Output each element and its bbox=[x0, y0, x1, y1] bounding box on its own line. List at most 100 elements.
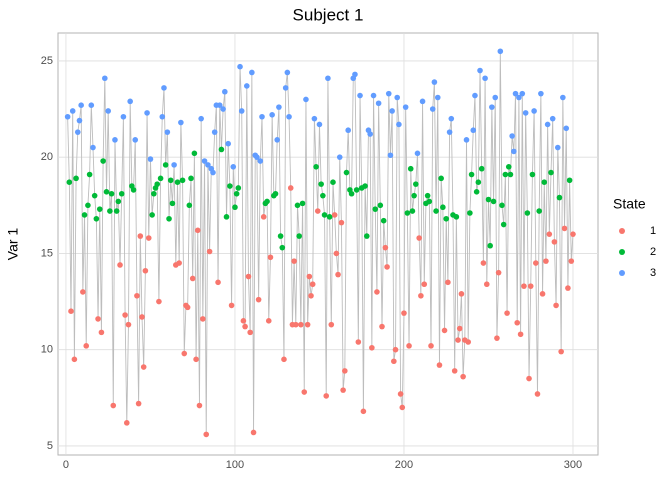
point bbox=[345, 127, 351, 134]
point bbox=[512, 90, 519, 97]
point bbox=[174, 179, 181, 186]
point bbox=[254, 154, 260, 160]
point bbox=[210, 169, 216, 176]
point bbox=[293, 321, 299, 328]
point bbox=[568, 258, 575, 264]
point bbox=[255, 296, 262, 303]
legend-label: 1 bbox=[650, 225, 656, 237]
point bbox=[436, 362, 443, 368]
point bbox=[399, 404, 406, 411]
point bbox=[397, 391, 404, 397]
point bbox=[188, 175, 194, 182]
point bbox=[494, 335, 500, 341]
point bbox=[328, 321, 335, 328]
point bbox=[88, 102, 95, 108]
point bbox=[514, 319, 521, 326]
point bbox=[127, 98, 133, 105]
point bbox=[320, 192, 326, 199]
point bbox=[401, 310, 407, 316]
point bbox=[453, 214, 460, 220]
point bbox=[477, 67, 483, 74]
point bbox=[428, 343, 434, 349]
point bbox=[396, 121, 402, 128]
point bbox=[451, 368, 458, 374]
point bbox=[502, 171, 509, 178]
point bbox=[318, 181, 324, 187]
point bbox=[107, 208, 113, 214]
point bbox=[558, 348, 564, 355]
point bbox=[76, 117, 83, 124]
point bbox=[534, 391, 541, 397]
y-tick-label: 10 bbox=[41, 344, 53, 356]
point bbox=[100, 158, 106, 164]
point bbox=[306, 273, 313, 280]
point bbox=[413, 181, 419, 187]
point bbox=[139, 314, 145, 320]
point bbox=[463, 137, 470, 143]
x-tick-label: 200 bbox=[395, 459, 413, 471]
point bbox=[235, 185, 242, 191]
point bbox=[470, 127, 477, 134]
point bbox=[294, 202, 301, 209]
point bbox=[526, 375, 532, 382]
point bbox=[343, 169, 350, 176]
point bbox=[286, 113, 292, 120]
point bbox=[492, 94, 499, 101]
point bbox=[497, 48, 504, 55]
point bbox=[178, 119, 184, 126]
point bbox=[64, 113, 71, 120]
point bbox=[98, 329, 105, 336]
point bbox=[249, 69, 255, 76]
point bbox=[446, 129, 453, 135]
legend-title: State bbox=[613, 196, 646, 212]
point bbox=[233, 190, 240, 197]
point bbox=[500, 221, 507, 228]
point bbox=[360, 408, 367, 415]
point bbox=[284, 69, 291, 76]
point bbox=[538, 90, 544, 97]
point bbox=[91, 192, 98, 199]
point bbox=[198, 115, 204, 122]
point bbox=[279, 244, 286, 251]
point bbox=[505, 164, 512, 170]
point bbox=[527, 283, 534, 289]
point bbox=[543, 258, 549, 264]
point bbox=[382, 244, 389, 251]
point bbox=[338, 219, 345, 226]
point bbox=[269, 112, 275, 118]
point bbox=[184, 304, 191, 311]
point bbox=[426, 198, 433, 205]
point bbox=[374, 289, 380, 295]
point bbox=[511, 148, 517, 155]
point bbox=[473, 189, 480, 195]
point bbox=[556, 194, 563, 201]
point bbox=[115, 198, 122, 205]
point bbox=[357, 92, 363, 99]
point bbox=[440, 204, 446, 211]
point bbox=[149, 212, 155, 218]
point bbox=[145, 235, 152, 241]
point bbox=[299, 200, 306, 207]
point bbox=[154, 181, 161, 187]
legend-swatch bbox=[619, 270, 625, 276]
point bbox=[161, 85, 167, 91]
point bbox=[238, 108, 245, 114]
point bbox=[504, 310, 510, 316]
legend-swatch bbox=[619, 228, 625, 234]
point bbox=[362, 183, 368, 189]
point bbox=[230, 164, 237, 170]
point bbox=[379, 323, 385, 330]
point bbox=[524, 210, 531, 216]
point bbox=[311, 115, 318, 122]
point bbox=[478, 165, 485, 172]
point bbox=[68, 308, 74, 314]
point bbox=[282, 85, 289, 91]
point bbox=[445, 279, 451, 286]
point bbox=[541, 179, 548, 186]
point bbox=[112, 137, 118, 143]
point bbox=[181, 350, 188, 357]
point bbox=[529, 171, 536, 178]
x-tick-label: 300 bbox=[564, 459, 582, 471]
point bbox=[301, 389, 308, 395]
point bbox=[196, 402, 203, 409]
